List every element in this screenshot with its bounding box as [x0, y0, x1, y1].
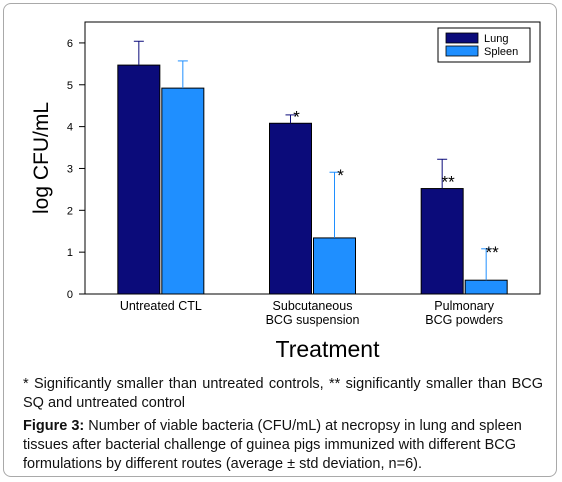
y-tick-label: 3 [67, 163, 73, 175]
x-tick-label: Subcutaneous [273, 299, 353, 313]
x-tick-label: Pulmonary [434, 299, 494, 313]
legend-label: Spleen [484, 46, 518, 58]
plot-frame [84, 21, 541, 295]
y-tick-label: 1 [67, 247, 73, 259]
x-tick-label: BCG suspension [266, 313, 360, 327]
significance-mark: * [293, 107, 300, 126]
y-tick-label: 4 [67, 122, 73, 134]
legend-label: Lung [484, 33, 508, 45]
caption-text: Number of viable bacteria (CFU/mL) at ne… [23, 418, 522, 472]
significance-mark: ** [442, 173, 456, 192]
legend-swatch [445, 45, 479, 57]
y-tick-label: 2 [67, 205, 73, 217]
significance-mark: * [337, 166, 344, 185]
x-axis-label: Treatment [276, 336, 381, 362]
y-tick-label: 0 [67, 289, 73, 301]
caption-label: Figure 3: [23, 418, 85, 434]
bar [464, 279, 508, 295]
y-tick-label: 6 [67, 38, 73, 50]
significance-mark: ** [486, 243, 500, 262]
figure-caption: Figure 3: Number of viable bacteria (CFU… [23, 417, 547, 474]
legend-swatch [445, 32, 479, 44]
x-tick-label: Untreated CTL [120, 299, 202, 313]
y-tick-label: 5 [67, 80, 73, 92]
bar [161, 87, 205, 295]
y-axis-label: log CFU/mL [30, 102, 53, 214]
bar [313, 237, 356, 295]
significance-note: * Significantly smaller than untreated c… [23, 376, 543, 411]
bar [269, 122, 312, 295]
x-tick-label: BCG powders [425, 313, 503, 327]
bar [117, 64, 161, 295]
bar [420, 188, 464, 295]
